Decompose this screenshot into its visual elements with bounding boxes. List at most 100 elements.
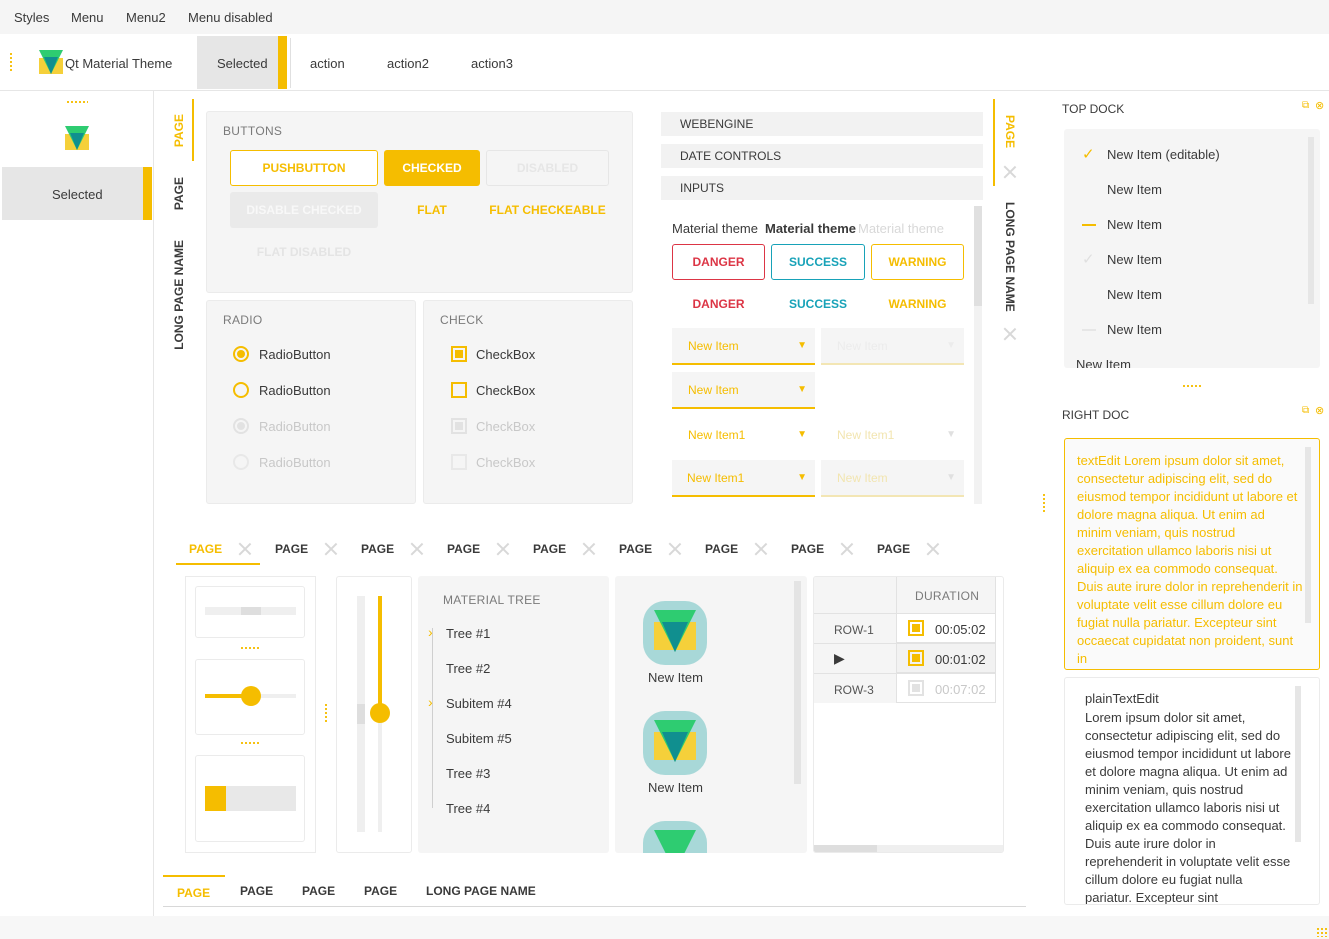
checked-button[interactable]: CHECKED — [384, 150, 480, 186]
table-row-header[interactable]: ▶ — [814, 643, 896, 673]
combo-2[interactable]: New Item ▼ — [672, 372, 815, 409]
splitter-grip-vertical[interactable] — [324, 703, 329, 723]
close-icon[interactable] — [754, 542, 768, 556]
toolbox-webengine[interactable]: WEBENGINE — [661, 112, 983, 136]
checkbox-2[interactable] — [451, 382, 467, 398]
table-row[interactable]: 00:01:02 — [896, 643, 996, 673]
flat-checkeable-button[interactable]: FLAT CHECKEABLE — [489, 203, 606, 217]
list-item[interactable]: New Item — [1107, 322, 1162, 337]
table-row-header[interactable]: ROW-3 — [814, 673, 896, 703]
list-item[interactable]: New Item — [1107, 182, 1162, 197]
mid-tab-3[interactable]: PAGE — [361, 542, 395, 556]
close-icon[interactable] — [1003, 327, 1017, 341]
plaintextedit-scrollbar[interactable] — [1295, 686, 1301, 842]
toolbar-action2[interactable]: action2 — [387, 56, 429, 71]
disabled-button[interactable]: DISABLED — [486, 150, 609, 186]
tree-item[interactable]: Tree #3 — [446, 766, 491, 781]
mid-tab-5[interactable]: PAGE — [533, 542, 567, 556]
flat-button[interactable]: FLAT — [417, 203, 447, 217]
combo-1-disabled[interactable]: New Item ▼ — [821, 328, 964, 365]
radio-1[interactable] — [233, 346, 249, 362]
left-tab-page-2[interactable]: PAGE — [172, 177, 186, 211]
mid-tab-6[interactable]: PAGE — [619, 542, 653, 556]
vertical-scrollbar[interactable] — [357, 596, 365, 832]
danger-outlined-button[interactable]: DANGER — [672, 244, 765, 280]
tree-item[interactable]: Tree #4 — [446, 801, 491, 816]
mid-tab-9[interactable]: PAGE — [877, 542, 911, 556]
checkbox-1[interactable] — [451, 346, 467, 362]
right-tab-long[interactable]: LONG PAGE NAME — [1003, 202, 1017, 312]
pushbutton[interactable]: PUSHBUTTON — [230, 150, 378, 186]
tree-item[interactable]: Tree #2 — [446, 661, 491, 676]
splitter-grip[interactable] — [240, 646, 260, 651]
success-outlined-button[interactable]: SUCCESS — [771, 244, 865, 280]
close-icon[interactable] — [324, 542, 338, 556]
combo-4-disabled[interactable]: New Item ▼ — [821, 460, 964, 497]
list-item[interactable]: New Item — [1107, 287, 1162, 302]
dock-splitter-grip[interactable] — [1182, 384, 1202, 389]
tree-item[interactable]: Tree #1 — [446, 626, 491, 641]
left-tab-long[interactable]: LONG PAGE NAME — [172, 240, 186, 350]
splitter-grip[interactable] — [240, 741, 260, 746]
app-icon[interactable] — [642, 710, 708, 776]
row-checkbox[interactable] — [908, 620, 924, 636]
table-row[interactable]: 00:07:02 — [896, 673, 996, 703]
app-icon[interactable] — [642, 820, 708, 853]
table-row-header[interactable]: ROW-1 — [814, 613, 896, 643]
textedit-scrollbar[interactable] — [1305, 447, 1311, 623]
close-icon[interactable]: ⊗ — [1315, 405, 1325, 417]
mid-tab-2[interactable]: PAGE — [275, 542, 309, 556]
bottom-tab-4[interactable]: PAGE — [364, 884, 398, 898]
menu-menu[interactable]: Menu — [71, 10, 104, 25]
plaintextedit[interactable]: plainTextEdit Lorem ipsum dolor sit amet… — [1064, 677, 1320, 905]
float-icon[interactable]: ⧉ — [1302, 100, 1310, 111]
vertical-slider-handle[interactable] — [370, 703, 390, 723]
flat-disabled-button[interactable]: FLAT DISABLED — [256, 245, 352, 259]
warning-outlined-button[interactable]: WARNING — [871, 244, 964, 280]
toolbar-action[interactable]: action — [310, 56, 345, 71]
toolbar-action3[interactable]: action3 — [471, 56, 513, 71]
checkbox-4[interactable] — [451, 454, 467, 470]
mid-tab-8[interactable]: PAGE — [791, 542, 825, 556]
inputs-scrollbar[interactable] — [974, 206, 982, 504]
disable-checked-button[interactable]: DISABLE CHECKED — [230, 192, 378, 228]
menu-menu2[interactable]: Menu2 — [126, 10, 166, 25]
right-tab-page[interactable]: PAGE — [1003, 115, 1017, 149]
chevron-right-icon[interactable]: › — [428, 624, 433, 640]
tree-item[interactable]: Subitem #5 — [446, 731, 512, 746]
textedit[interactable]: textEdit Lorem ipsum dolor sit amet, con… — [1064, 438, 1320, 670]
bottom-tab-long[interactable]: LONG PAGE NAME — [426, 884, 536, 898]
checkbox-3[interactable] — [451, 418, 467, 434]
app-icon[interactable] — [642, 600, 708, 666]
left-toolbar-grip[interactable] — [66, 100, 88, 105]
toolbar-title[interactable]: Qt Material Theme — [65, 56, 173, 71]
left-tab-page-1[interactable]: PAGE — [172, 114, 186, 148]
chevron-right-icon[interactable]: › — [428, 694, 433, 710]
toolbar-grip[interactable] — [9, 52, 14, 72]
close-icon[interactable] — [496, 542, 510, 556]
close-icon[interactable] — [926, 542, 940, 556]
danger-flat-button[interactable]: DANGER — [692, 297, 745, 311]
toolbox-inputs[interactable]: INPUTS — [661, 176, 983, 200]
list-scrollbar[interactable] — [1308, 137, 1314, 304]
close-icon[interactable] — [1003, 165, 1017, 179]
toolbox-date-controls[interactable]: DATE CONTROLS — [661, 144, 983, 168]
radio-3[interactable] — [233, 418, 249, 434]
combo-1[interactable]: New Item ▼ — [672, 328, 815, 365]
menu-disabled[interactable]: Menu disabled — [188, 10, 273, 25]
mid-tab-4[interactable]: PAGE — [447, 542, 481, 556]
list-item[interactable]: New Item — [1076, 357, 1131, 368]
close-icon[interactable] — [410, 542, 424, 556]
menu-styles[interactable]: Styles — [14, 10, 50, 25]
bottom-tab-2[interactable]: PAGE — [240, 884, 274, 898]
toolbar-selected-button[interactable]: Selected — [197, 36, 287, 89]
table-row[interactable]: 00:05:02 — [896, 613, 996, 643]
combo-3-disabled[interactable]: New Item1 ▼ — [821, 416, 964, 453]
combo-3[interactable]: New Item1 ▼ — [672, 416, 815, 453]
dock-splitter-grip[interactable] — [1042, 493, 1047, 513]
list-item[interactable]: New Item — [1107, 217, 1162, 232]
table-h-scrollbar[interactable] — [814, 845, 1003, 852]
tree-item[interactable]: Subitem #4 — [446, 696, 512, 711]
horizontal-slider-handle[interactable] — [241, 686, 261, 706]
bottom-tab-3[interactable]: PAGE — [302, 884, 336, 898]
